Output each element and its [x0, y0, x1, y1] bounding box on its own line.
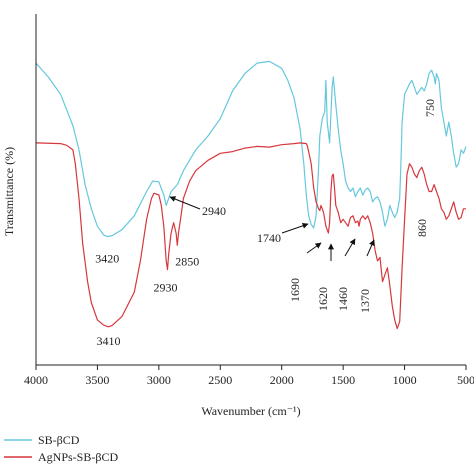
- y-axis-title: Transmittance (%): [2, 147, 16, 236]
- annotation-1740: 1740: [257, 231, 281, 245]
- annotation-arrow-1690: [306, 242, 322, 254]
- x-tick-label: 500: [457, 373, 474, 387]
- annotation-3410: 3410: [96, 334, 120, 348]
- legend-label-sb-bcd: SB-βCD: [38, 433, 80, 447]
- annotation-2850: 2850: [175, 254, 199, 268]
- series-line-agnps-sb-bcd: [35, 142, 466, 330]
- annotation-2940: 2940: [202, 204, 226, 218]
- x-tick-label: 1500: [331, 373, 355, 387]
- plot-area: [35, 60, 467, 330]
- x-tick-label: 4000: [24, 373, 48, 387]
- annotation-arrow-1370: [366, 239, 375, 257]
- legend-label-agnps-sb-bcd: AgNPs-SB-βCD: [38, 450, 118, 464]
- x-tick-label: 2500: [208, 373, 232, 387]
- annotation-1460: 1460: [336, 287, 350, 311]
- x-tick-label: 1000: [393, 373, 417, 387]
- series-line-sb-bcd: [35, 60, 467, 238]
- legend: SB-βCD AgNPs-SB-βCD: [4, 433, 118, 464]
- annotation-arrow-1460: [344, 238, 356, 257]
- x-axis: 4000 3500 3000 2500 2000 1500 1000 500: [24, 364, 474, 387]
- annotation-arrow-1740: [281, 222, 309, 234]
- annotation-arrow-2940: [169, 196, 201, 210]
- annotation-1690: 1690: [288, 278, 302, 302]
- annotation-1620: 1620: [316, 287, 330, 311]
- annotation-3420: 3420: [95, 252, 119, 266]
- peak-annotations: 3420 3410 2930 2850 2940 1740 1690 1620 1460 1370…: [95, 99, 437, 348]
- x-tick-label: 2000: [270, 373, 294, 387]
- annotation-2930: 2930: [153, 281, 177, 295]
- annotation-860: 860: [415, 219, 429, 237]
- annotation-1370: 1370: [358, 289, 372, 313]
- x-tick-label: 3000: [147, 373, 171, 387]
- x-tick-label: 3500: [85, 373, 109, 387]
- annotation-750: 750: [423, 99, 437, 117]
- x-axis-title: Wavenumber (cm⁻¹): [201, 404, 300, 418]
